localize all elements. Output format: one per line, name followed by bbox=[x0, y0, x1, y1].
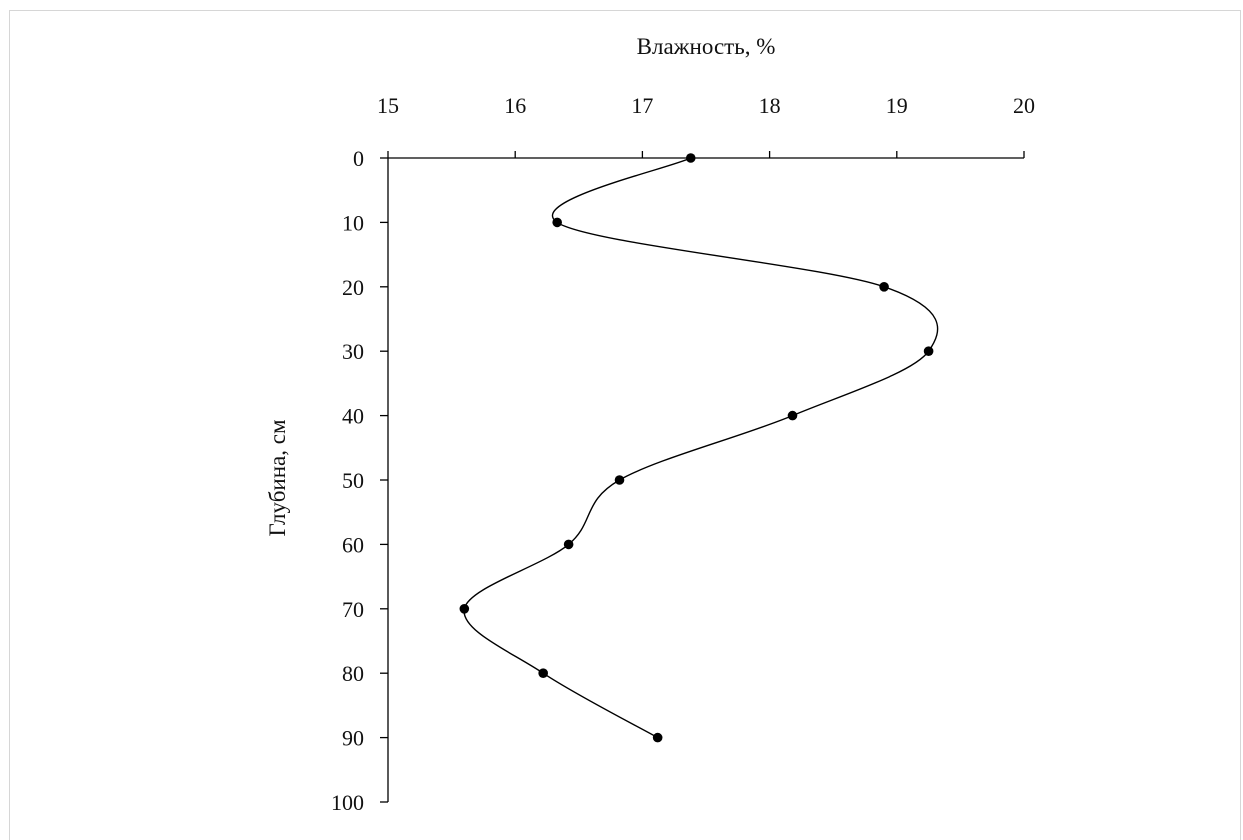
y-tick-label: 50 bbox=[342, 468, 364, 493]
data-point bbox=[614, 475, 625, 485]
data-point bbox=[787, 410, 798, 421]
x-tick-label: 15 bbox=[377, 93, 399, 118]
y-tick-label: 80 bbox=[342, 661, 364, 686]
x-tick-label: 20 bbox=[1013, 93, 1035, 118]
x-tick-label: 19 bbox=[886, 93, 908, 118]
data-point bbox=[923, 346, 934, 357]
series-layer bbox=[459, 153, 939, 743]
y-tick-label: 20 bbox=[342, 275, 364, 300]
x-axis: 15 16 17 18 19 20 bbox=[377, 93, 1035, 159]
data-point bbox=[879, 282, 889, 292]
data-point bbox=[552, 217, 562, 228]
x-axis-title: Влажность, % bbox=[637, 34, 776, 59]
chart-frame bbox=[9, 10, 1241, 840]
data-point bbox=[652, 732, 663, 743]
data-point bbox=[685, 153, 696, 163]
y-tick-label: 10 bbox=[342, 210, 364, 235]
x-tick-label: 18 bbox=[759, 93, 781, 118]
x-tick-label: 16 bbox=[504, 93, 526, 118]
data-point bbox=[563, 539, 574, 550]
y-tick-label: 40 bbox=[342, 404, 364, 429]
y-tick-label: 30 bbox=[342, 339, 364, 364]
series-line bbox=[463, 157, 939, 739]
data-point bbox=[459, 604, 470, 614]
y-axis: 0 10 20 30 40 50 60 70 80 90 100 bbox=[331, 146, 389, 815]
x-tick-label: 17 bbox=[631, 93, 653, 118]
y-tick-label: 70 bbox=[342, 597, 364, 622]
y-tick-label: 90 bbox=[342, 726, 364, 751]
y-tick-label: 0 bbox=[353, 146, 364, 171]
y-tick-label: 100 bbox=[331, 790, 364, 815]
data-point bbox=[538, 668, 548, 678]
y-tick-label: 60 bbox=[342, 532, 364, 557]
y-axis-title: Глубина, см bbox=[265, 419, 290, 536]
